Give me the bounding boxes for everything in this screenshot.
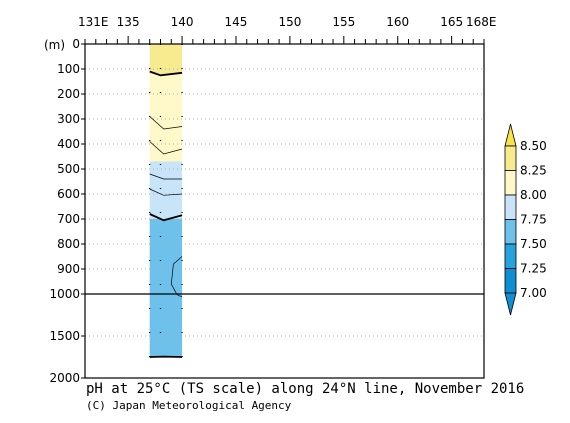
colorbar: 8.50 8.25 8.00 7.75 7.50 7.25 7.00 bbox=[504, 123, 547, 316]
y-tick-label-200: 200 bbox=[57, 87, 80, 101]
y-axis-unit: (m) bbox=[44, 38, 65, 52]
y-tick-label-1000: 1000 bbox=[49, 287, 80, 301]
colorbar-segment-2 bbox=[504, 194, 517, 220]
plot-frame bbox=[84, 43, 485, 379]
y-tick-label-500: 500 bbox=[57, 162, 80, 176]
x-tick-label-155: 155 bbox=[332, 15, 355, 29]
x-tick-label-135: 135 bbox=[117, 15, 140, 29]
colorbar-segment-1 bbox=[504, 170, 517, 196]
x-axis-end-label: 168E bbox=[466, 15, 497, 29]
colorbar-label-6: 7.00 bbox=[520, 286, 547, 300]
y-tick-label-0: 0 bbox=[72, 37, 80, 51]
y-tick-label-900: 900 bbox=[57, 262, 80, 276]
y-tick-label-300: 300 bbox=[57, 112, 80, 126]
contour-line-5 bbox=[149, 213, 183, 222]
x-tick-label-160: 160 bbox=[386, 15, 409, 29]
chart-credit: (C) Japan Meteorological Agency bbox=[86, 399, 292, 412]
contour-line-3 bbox=[149, 173, 183, 180]
ph-band-1 bbox=[149, 74, 183, 162]
colorbar-arrow-bottom bbox=[504, 292, 517, 316]
x-tick-label-150: 150 bbox=[278, 15, 301, 29]
colorbar-segment-4 bbox=[504, 243, 517, 269]
contour-line-0 bbox=[149, 70, 183, 77]
colorbar-segment-3 bbox=[504, 219, 517, 245]
chart-title: pH at 25°C (TS scale) along 24°N line, N… bbox=[86, 381, 524, 397]
colorbar-arrow-top bbox=[504, 123, 517, 147]
ph-band-3 bbox=[149, 219, 183, 357]
colorbar-label-0: 8.50 bbox=[520, 139, 547, 153]
y-tick-label-700: 700 bbox=[57, 212, 80, 226]
x-tick-label-145: 145 bbox=[225, 15, 248, 29]
plot-area: 0 100 200 300 400 500 600 700 800 900 1000 1500 2000… bbox=[49, 15, 485, 385]
contour-line-1 bbox=[149, 116, 183, 130]
colorbar-segment-5 bbox=[504, 268, 517, 294]
y-tick-label-800: 800 bbox=[57, 237, 80, 251]
contour-line-4 bbox=[149, 188, 183, 196]
y-tick-label-400: 400 bbox=[57, 137, 80, 151]
contour-line-2 bbox=[149, 141, 183, 155]
colorbar-label-2: 8.00 bbox=[520, 188, 547, 202]
y-tick-label-2000: 2000 bbox=[49, 371, 80, 385]
x-tick-label-165: 165 bbox=[440, 15, 463, 29]
x-axis-start-label: 131E bbox=[78, 15, 109, 29]
y-tick-label-1500: 1500 bbox=[49, 329, 80, 343]
contour-line-6 bbox=[170, 256, 183, 297]
colorbar-label-5: 7.25 bbox=[520, 262, 547, 276]
ph-band-2 bbox=[149, 161, 183, 219]
colorbar-label-4: 7.50 bbox=[520, 237, 547, 251]
chart-text: pH at 25°C (TS scale) along 24°N line, N… bbox=[44, 15, 524, 412]
y-tick-label-100: 100 bbox=[57, 62, 80, 76]
x-tick-label-140: 140 bbox=[171, 15, 194, 29]
plot-background bbox=[85, 44, 484, 378]
colorbar-label-1: 8.25 bbox=[520, 164, 547, 178]
colorbar-label-3: 7.75 bbox=[520, 213, 547, 227]
y-tick-label-600: 600 bbox=[57, 187, 80, 201]
colorbar-segment-0 bbox=[504, 145, 517, 171]
